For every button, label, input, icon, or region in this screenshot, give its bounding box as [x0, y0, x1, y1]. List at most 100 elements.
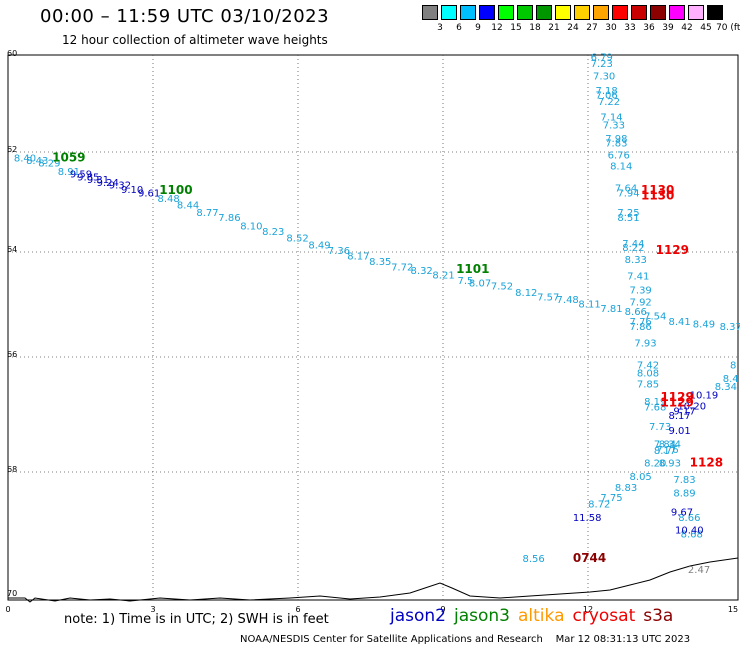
pass-time-label: 1128 — [690, 455, 723, 469]
legend-swatch — [688, 5, 704, 20]
lat-tick-label: 64 — [7, 245, 17, 254]
wave-height-label: 7.36 — [328, 246, 350, 257]
wave-height-label: 7.52 — [491, 281, 513, 292]
wave-height-label: 6.79 — [591, 52, 613, 63]
legend-swatch — [612, 5, 628, 20]
pass-time-label: 1129 — [656, 243, 689, 257]
lon-tick-label: 3 — [150, 605, 155, 614]
lat-tick-label: 70 — [7, 589, 17, 598]
pass-time-label: 1059 — [52, 150, 85, 164]
wave-height-label: 8.68 — [681, 529, 703, 540]
wave-height-label: 8.14 — [610, 161, 632, 172]
wave-height-label: 8.66 — [678, 513, 700, 524]
legend-label: 6 — [456, 23, 462, 33]
wave-height-label: 8.17 — [654, 446, 676, 457]
wave-height-label: 7.39 — [630, 286, 652, 297]
wave-height-label: 7.83 — [605, 139, 627, 150]
wave-height-label: 7.41 — [627, 272, 649, 283]
wave-height-label: 7.86 — [218, 213, 240, 224]
wave-height-label: 9.32 — [109, 181, 131, 192]
satellite-legend: jason2 jason3 altika cryosat s3a — [390, 606, 681, 626]
wave-height-label: 8.33 — [625, 255, 647, 266]
legend-label: 24 — [567, 23, 579, 33]
legend-swatch — [441, 5, 457, 20]
legend-label: 21 — [548, 23, 560, 33]
wave-height-label: 7.85 — [637, 379, 659, 390]
wave-height-label: 8.56 — [522, 554, 544, 565]
wave-height-label: 7.76 — [630, 317, 652, 328]
lat-tick-label: 60 — [7, 49, 17, 58]
legend-swatch — [650, 5, 666, 20]
legend-label: 30 — [605, 23, 617, 33]
wave-height-label: 9.59 — [70, 170, 92, 181]
wave-height-label: 8.34 — [715, 382, 737, 393]
footer-credit: NOAA/NESDIS Center for Satellite Applica… — [240, 634, 690, 645]
lon-tick-label: 12 — [583, 605, 593, 614]
wave-height-label: 9.01 — [668, 426, 690, 437]
pass-time-label: 1130 — [641, 188, 674, 202]
wave-height-label: 8.49 — [308, 240, 330, 251]
wave-height-label: 10.40 — [675, 526, 704, 537]
wave-height-label: 7.42 — [637, 360, 659, 371]
wave-height-label: 7.64 — [615, 183, 637, 194]
wave-height-label: 9.31 — [87, 175, 109, 186]
satellite-s3a: s3a — [643, 606, 674, 626]
wave-height-label: 7.57 — [537, 292, 559, 303]
wave-height-label: 9.24 — [97, 178, 119, 189]
wave-height-label: 8.51 — [617, 213, 639, 224]
wave-height-label: 8.34 — [659, 439, 681, 450]
wave-height-label: 8.49 — [693, 320, 715, 331]
wave-height-label: 8.20 — [644, 458, 666, 469]
wave-height-label: 8.29 — [38, 159, 60, 170]
legend-label: 15 — [510, 23, 522, 33]
legend-swatch — [536, 5, 552, 20]
wave-height-label: 8.19 — [644, 397, 666, 408]
wave-height-label: 8.37 — [720, 322, 740, 333]
wave-height-label: 8.07 — [469, 279, 491, 290]
wave-height-label: 8.91 — [58, 167, 80, 178]
lat-tick-label: 62 — [7, 145, 17, 154]
wave-height-label: 7.44 — [622, 239, 644, 250]
wave-height-label: 7.23 — [591, 59, 613, 70]
wave-height-label: 8.40 — [14, 153, 36, 164]
pass-time-label: 0744 — [573, 551, 606, 565]
wave-height-label: 7.25 — [617, 208, 639, 219]
wave-height-label: 8.89 — [673, 488, 695, 499]
satellite-jason2: jason2 — [390, 606, 446, 626]
wave-height-label: 7.94 — [617, 189, 639, 200]
legend-swatch — [460, 5, 476, 20]
coastline — [8, 557, 739, 603]
wave-height-label: 9.85 — [77, 172, 99, 183]
wave-height-label: 7.14 — [600, 112, 622, 123]
pass-time-label: 1100 — [159, 183, 192, 197]
satellite-jason3: jason3 — [454, 606, 510, 626]
legend-label: 36 — [643, 23, 655, 33]
wave-height-label: 8.72 — [588, 499, 610, 510]
wave-height-label: 7.22 — [598, 97, 620, 108]
wave-height-label: 7.06 — [595, 91, 617, 102]
wave-height-label: 7.84 — [654, 439, 676, 450]
legend-swatch — [422, 5, 438, 20]
wave-height-label: 8.17 — [668, 411, 690, 422]
wave-height-label: 8.83 — [615, 483, 637, 494]
wave-height-label: 8.35 — [369, 257, 391, 268]
wave-height-label: 7.86 — [630, 322, 652, 333]
lon-tick-label: 6 — [295, 605, 300, 614]
wave-height-label: 8 — [730, 360, 736, 371]
legend-label: 45 — [700, 23, 712, 33]
wave-height-label: 8.4 — [723, 374, 739, 385]
legend-swatch — [631, 5, 647, 20]
lon-tick-label: 0 — [5, 605, 10, 614]
wave-height-label: 8.52 — [286, 233, 308, 244]
map-subtitle: 12 hour collection of altimeter wave hei… — [62, 33, 328, 47]
legend-swatch — [517, 5, 533, 20]
wave-height-label: 9.67 — [671, 508, 693, 519]
note-text: note: 1) Time is in UTC; 2) SWH is in fe… — [64, 612, 329, 627]
legend-swatch — [574, 5, 590, 20]
wave-height-label: 10.19 — [690, 390, 719, 401]
legend-label: 33 — [624, 23, 636, 33]
wave-height-label: 8.44 — [177, 201, 199, 212]
footer-source: NOAA/NESDIS Center for Satellite Applica… — [240, 634, 543, 645]
wave-height-label: 7.76 — [656, 445, 678, 456]
